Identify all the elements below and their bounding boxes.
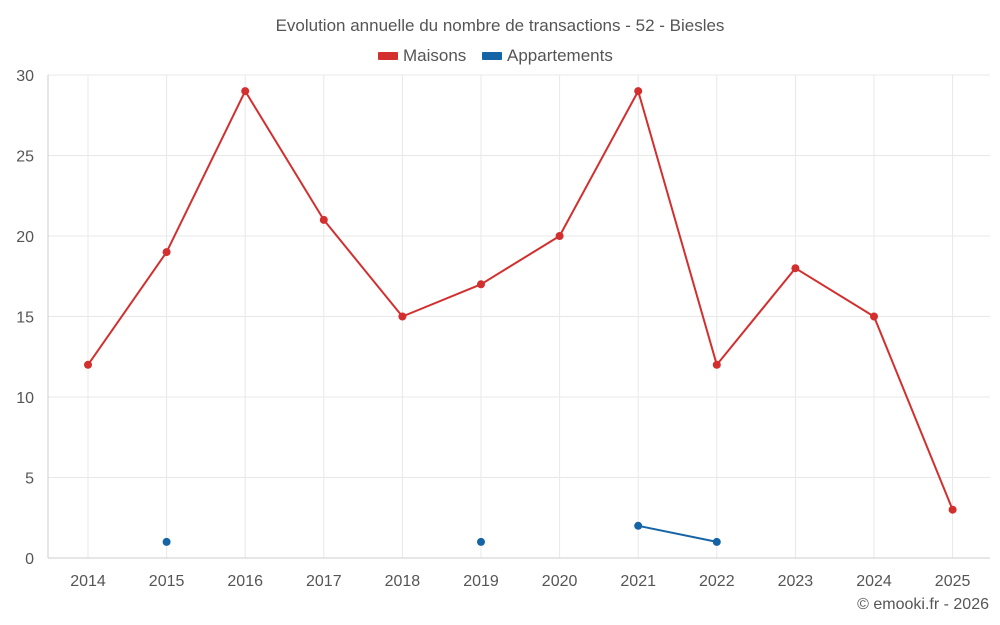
data-point-maisons-2018[interactable] [398,312,407,321]
data-point-maisons-2019[interactable] [477,280,485,289]
x-tick-label: 2014 [70,573,106,590]
series-line-appartements [637,524,718,543]
series [84,87,957,546]
x-tick-label: 2019 [463,573,499,590]
data-point-maisons-2014[interactable] [84,360,92,369]
data-point-maisons-2022[interactable] [712,360,721,369]
legend-swatch-appartements [482,52,502,60]
legend-swatch-maisons [378,52,398,60]
data-point-maisons-2015[interactable] [162,248,171,257]
x-tick-label: 2015 [149,573,185,590]
data-point-appartements-2019[interactable] [477,537,485,546]
x-tick-label: 2020 [542,573,578,590]
x-tick-label: 2022 [699,573,735,590]
data-point-maisons-2025[interactable] [948,505,957,514]
x-tick-label: 2018 [385,573,421,590]
x-tick-label: 2021 [620,573,656,590]
data-point-appartements-2015[interactable] [162,537,171,546]
data-point-maisons-2016[interactable] [241,87,250,96]
series-appartements [162,521,721,546]
legend-label-maisons: Maisons [403,46,466,65]
data-point-appartements-2022[interactable] [712,537,721,546]
data-point-maisons-2017[interactable] [319,215,328,224]
y-tick-label: 25 [16,149,34,166]
series-maisons [84,87,957,514]
grid [48,74,990,558]
series-line-maisons [87,90,954,511]
x-tick-label: 2024 [856,573,892,590]
chart-title: Evolution annuelle du nombre de transact… [276,16,725,35]
data-point-appartements-2021[interactable] [634,521,643,530]
y-tick-label: 5 [25,471,34,488]
y-tick-label: 30 [16,68,34,85]
data-point-maisons-2020[interactable] [555,232,564,240]
footer-credit: © emooki.fr - 2026 [857,596,989,613]
y-tick-label: 20 [16,229,34,246]
data-point-maisons-2024[interactable] [870,312,878,321]
legend-item-appartements[interactable]: Appartements [482,46,613,65]
y-tick-label: 0 [25,551,34,568]
x-tick-label: 2017 [306,573,342,590]
legend-item-maisons[interactable]: Maisons [378,46,466,65]
x-tick-label: 2025 [935,573,971,590]
x-tick-label: 2016 [227,573,263,590]
x-tick-label: 2023 [778,573,814,590]
y-tick-label: 10 [16,390,34,407]
legend-label-appartements: Appartements [507,46,613,65]
y-tick-label: 15 [16,310,34,327]
data-point-maisons-2021[interactable] [634,87,643,96]
data-point-maisons-2023[interactable] [791,264,800,273]
legend: Maisons Appartements [378,46,613,65]
